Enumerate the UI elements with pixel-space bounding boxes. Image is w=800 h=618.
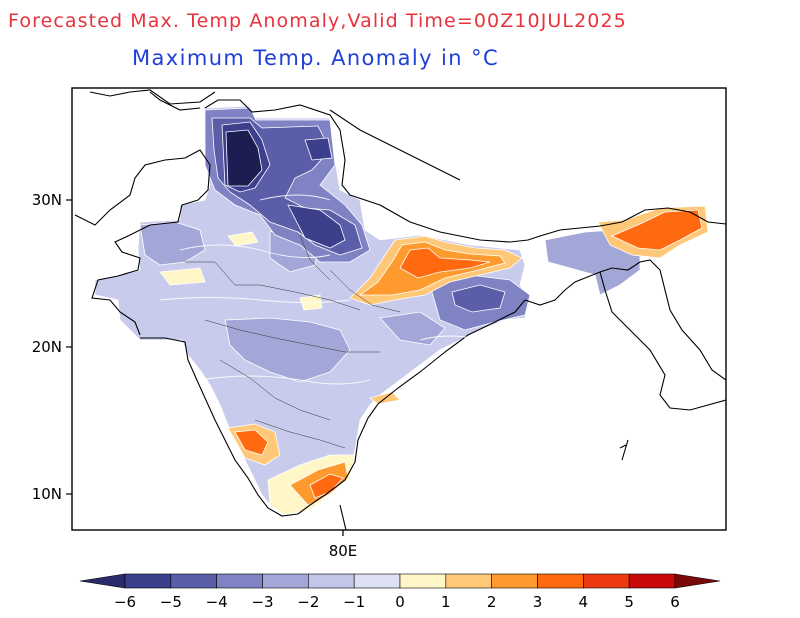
lon-axis: 80E [329, 530, 358, 560]
colorbar-swatch [308, 573, 355, 589]
contour-line [199, 375, 371, 385]
anomaly-region-sw-hot [234, 429, 269, 456]
state-border [299, 234, 331, 281]
colorbar-swatch [170, 573, 217, 589]
colorbar-label: −5 [160, 593, 182, 611]
colorbar-label: 2 [487, 593, 497, 611]
colorbar-swatch [216, 573, 263, 589]
colorbar-label: 3 [533, 593, 543, 611]
colorbar-label: 5 [624, 593, 634, 611]
lat-label-30n: 30N [32, 191, 62, 209]
lat-axis: 30N 20N 10N [32, 191, 72, 503]
coast-myanmar-south [619, 439, 629, 461]
map-boundaries [74, 89, 726, 530]
contour-line [259, 194, 331, 201]
colorbar-label: −6 [114, 593, 136, 611]
contour-line [419, 335, 481, 341]
colorbar-swatch [445, 573, 492, 589]
boundary-nw [89, 89, 216, 105]
contour-line [179, 244, 331, 259]
coast-east [297, 299, 526, 515]
colorbar-swatch [124, 573, 172, 589]
colorbar-swatch [537, 573, 584, 589]
coast-srilanka [339, 504, 347, 530]
anomaly-region-s-hot-core [309, 473, 344, 499]
anomaly-field [94, 105, 709, 516]
boundary-west [74, 149, 211, 336]
lat-label-20n: 20N [32, 338, 62, 356]
anomaly-region-minus2 [139, 219, 446, 383]
state-border [329, 269, 401, 313]
state-border [204, 319, 380, 353]
boundary-bangladesh [524, 259, 726, 381]
lon-label-80e: 80E [329, 542, 358, 560]
colorbar-label: −2 [297, 593, 319, 611]
anomaly-region-minus6 [225, 129, 263, 187]
coast-west [140, 337, 299, 517]
colorbar-label: −4 [206, 593, 228, 611]
contour-line [159, 297, 351, 303]
boundary-north [204, 99, 601, 243]
boundary-ne [599, 207, 726, 227]
chart-title: Forecasted Max. Temp Anomaly,Valid Time=… [8, 10, 627, 32]
anomaly-region-warm-3 [399, 247, 491, 279]
colorbar-swatch [491, 573, 538, 589]
state-border [219, 359, 331, 421]
colorbar-label: 4 [579, 593, 589, 611]
colorbar-label: 0 [395, 593, 405, 611]
colorbar-label: 6 [670, 593, 680, 611]
state-border [185, 261, 361, 311]
colorbar-swatch [262, 573, 309, 589]
colorbar-label: 1 [441, 593, 451, 611]
colorbar-label: −1 [343, 593, 365, 611]
state-borders [185, 234, 401, 449]
contour-lines [159, 194, 481, 385]
colorbar-swatch [399, 573, 447, 589]
anomaly-region-ne-hot [611, 209, 703, 251]
colorbar-swatch [583, 573, 630, 589]
colorbar-label: −3 [251, 593, 273, 611]
colorbar-swatch [353, 573, 401, 589]
state-border [254, 419, 346, 449]
colorbar: −6 −5 −4 −3 −2 −1 0 1 2 3 4 5 6 [79, 573, 721, 611]
colorbar-swatch [628, 573, 676, 589]
anomaly-region-east-cold-core [451, 284, 506, 313]
colorbar-arrow-high [674, 573, 721, 589]
boundary-myanmar [599, 271, 726, 411]
boundary-tibet [149, 91, 461, 181]
colorbar-arrow-low [79, 573, 126, 589]
lat-label-10n: 10N [32, 485, 62, 503]
chart-subtitle: Maximum Temp. Anomaly in °C [132, 46, 500, 70]
